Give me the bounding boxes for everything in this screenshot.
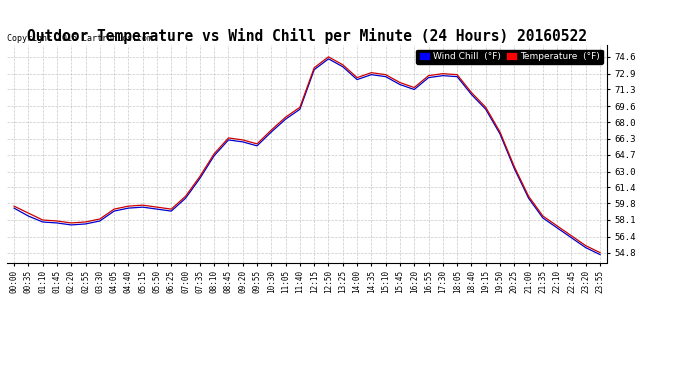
Text: Copyright 2016 Cartronics.com: Copyright 2016 Cartronics.com xyxy=(7,34,152,43)
Legend: Wind Chill  (°F), Temperature  (°F): Wind Chill (°F), Temperature (°F) xyxy=(416,50,602,64)
Title: Outdoor Temperature vs Wind Chill per Minute (24 Hours) 20160522: Outdoor Temperature vs Wind Chill per Mi… xyxy=(27,28,587,44)
